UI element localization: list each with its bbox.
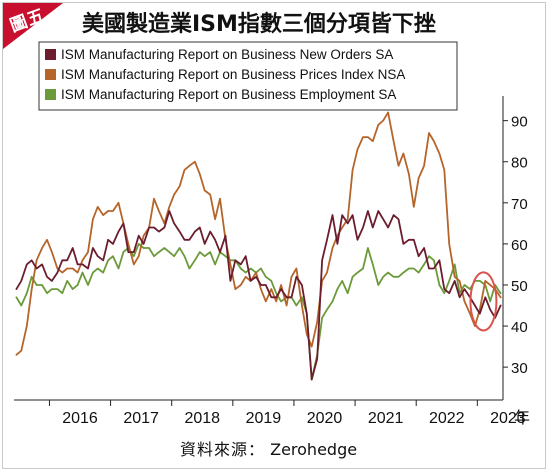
y-tick-label: 30 (511, 360, 528, 377)
badge: 圖五 (3, 3, 63, 49)
legend-swatch-2 (45, 69, 56, 80)
source-note: 資料來源： Zerohedge (180, 436, 357, 460)
x-tick-label: 2017 (123, 410, 159, 427)
x-tick-label: 2016 (62, 410, 98, 427)
y-tick-label: 70 (511, 196, 528, 213)
legend: ISM Manufacturing Report on Business New… (38, 41, 458, 111)
badge-shape (3, 3, 63, 49)
series-line-1 (15, 210, 502, 381)
x-tick-label: 2019 (246, 410, 282, 427)
x-tick-label: 2020 (307, 410, 343, 427)
highlight-circle (469, 271, 498, 332)
y-tick-label: 90 (511, 114, 528, 131)
legend-label-2: ISM Manufacturing Report on Business Pri… (61, 67, 405, 82)
y-tick-label: 60 (511, 237, 528, 254)
y-tick-label: 40 (511, 319, 528, 336)
source-label: 資料來源： (180, 440, 266, 459)
legend-box (38, 41, 458, 111)
badge-triangle (3, 3, 63, 49)
y-axis: 30 40 50 60 70 80 90 (502, 96, 528, 400)
y-tick-label: 50 (511, 278, 528, 295)
legend-swatch-3 (45, 89, 56, 100)
y-tick-label: 80 (511, 155, 528, 172)
x-tick-label: 2021 (368, 410, 404, 427)
x-tick-label: 2022 (429, 410, 465, 427)
x-unit-label: 年 (514, 408, 530, 427)
series-line-2 (15, 111, 502, 356)
x-tick-label: 2023 (490, 410, 526, 427)
source-value: Zerohedge (270, 440, 358, 459)
series-line-3 (15, 242, 502, 381)
legend-swatch-1 (45, 49, 56, 60)
x-tick-label: 2018 (184, 410, 220, 427)
page-title: 美國製造業ISM指數三個分項皆下挫 (82, 12, 436, 37)
legend-label-1: ISM Manufacturing Report on Business New… (61, 47, 393, 62)
legend-label-3: ISM Manufacturing Report on Business Emp… (61, 87, 396, 102)
plot-area (15, 111, 502, 381)
